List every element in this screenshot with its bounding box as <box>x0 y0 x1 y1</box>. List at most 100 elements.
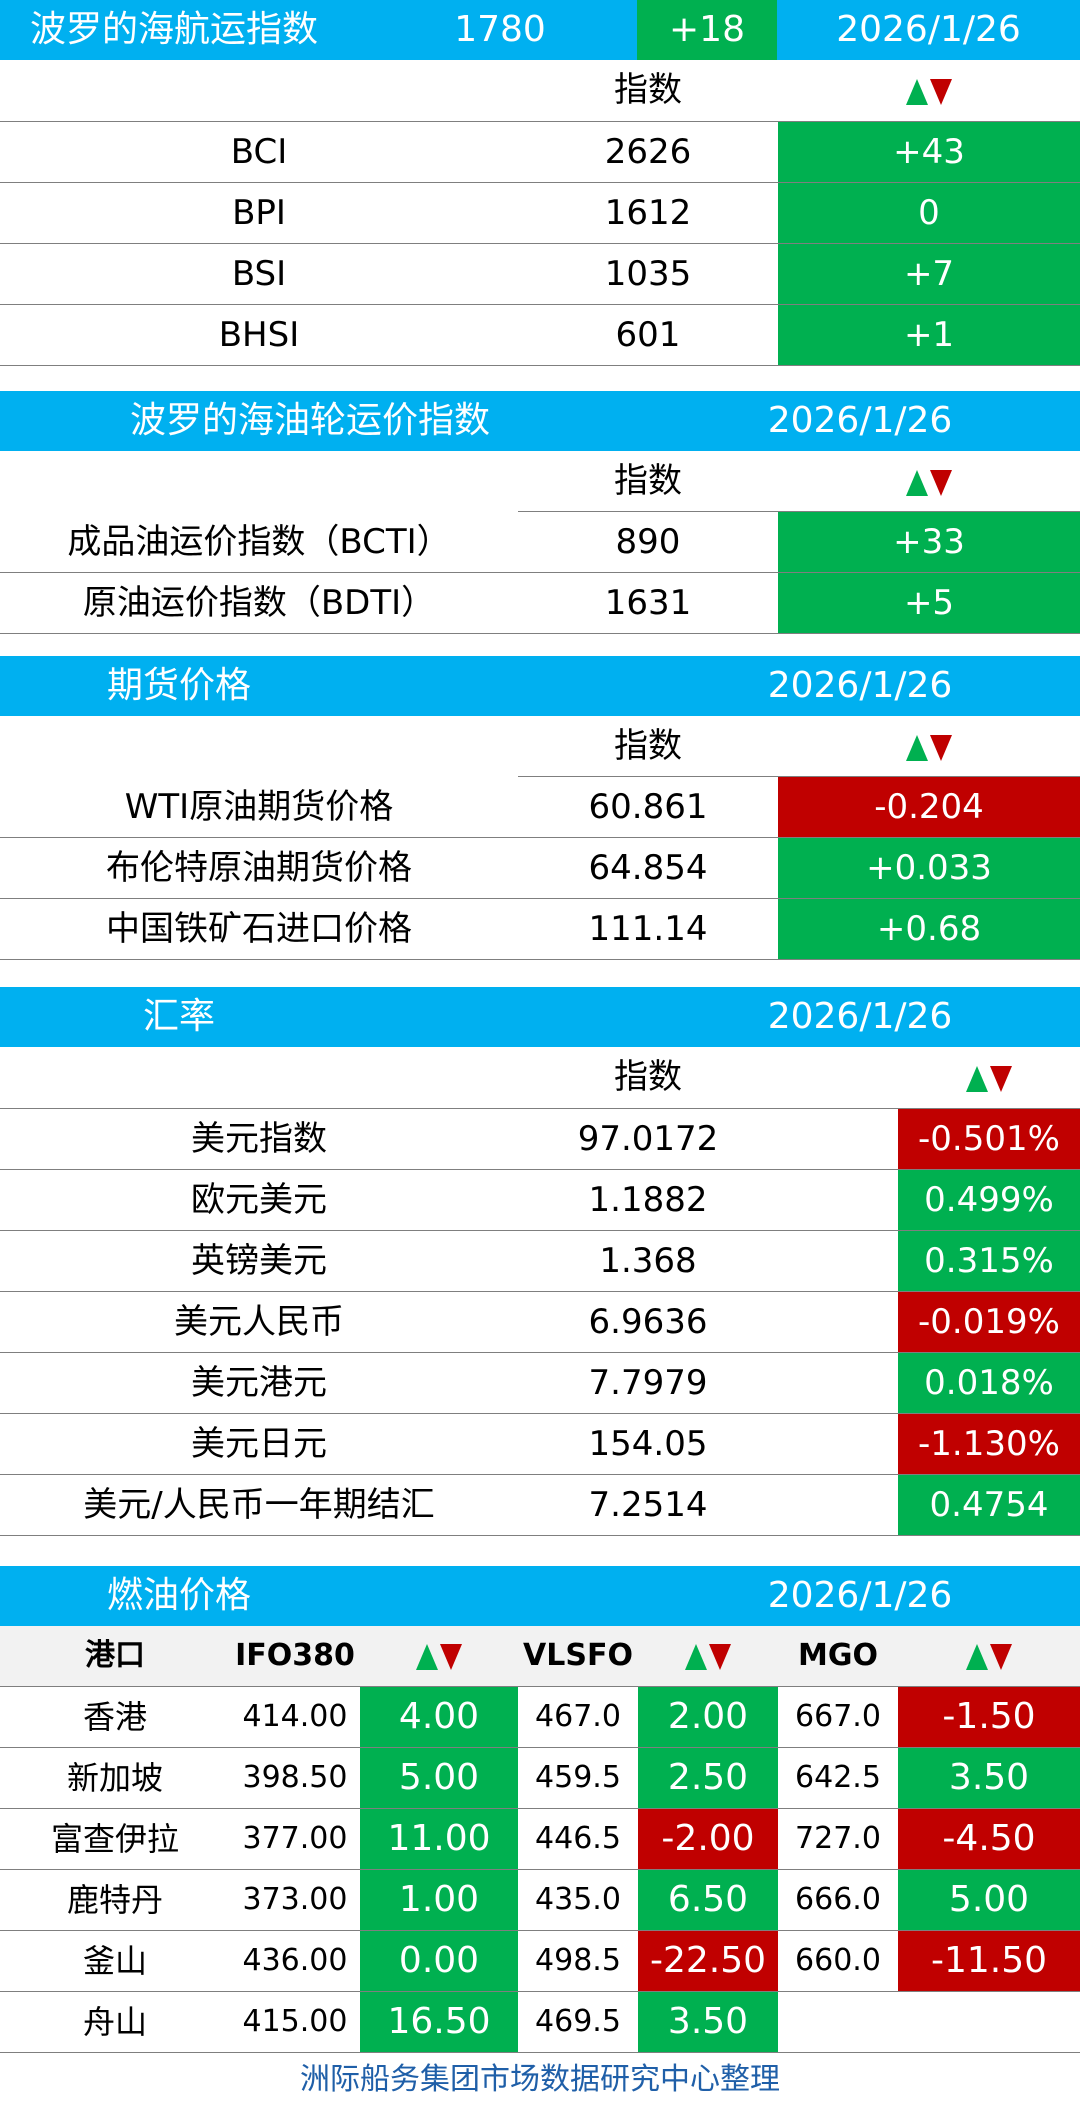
tanker-row: 原油运价指数（BDTI） 1631 +5 <box>0 573 1080 634</box>
tanker-title: 波罗的海油轮运价指数 <box>130 400 491 441</box>
bdi-row-name: BPI <box>232 193 286 233</box>
col-mgo: MGO <box>798 1638 878 1673</box>
up-down-arrows-icon <box>638 1626 778 1686</box>
bdi-row-change: 0 <box>778 183 1080 243</box>
fuel-title: 燃油价格 <box>107 1575 252 1616</box>
fuel-mgo-price: 667.0 <box>795 1699 881 1734</box>
bdi-row: BSI 1035 +7 <box>0 244 1080 305</box>
up-down-arrows-icon <box>778 451 1080 511</box>
tanker-row-change: +5 <box>778 573 1080 633</box>
fuel-mgo-change: 5.00 <box>898 1870 1080 1930</box>
fx-row-value: 7.2514 <box>588 1485 708 1525</box>
fuel-row: 新加坡 398.50 5.00 459.5 2.50 642.5 3.50 <box>0 1748 1080 1809</box>
bdi-row-name: BHSI <box>218 315 300 355</box>
bdi-header: 波罗的海航运指数 1780 +18 2026/1/26 <box>0 0 1080 60</box>
fx-row: 欧元美元 1.1882 0.499% <box>0 1170 1080 1231</box>
fuel-vlsfo-price: 446.5 <box>535 1821 621 1856</box>
futures-col-header: 指数 <box>0 716 1080 777</box>
tanker-row-name: 原油运价指数（BDTI） <box>82 583 436 623</box>
bdi-change: +18 <box>637 0 777 60</box>
col-index-label: 指数 <box>614 461 682 501</box>
fuel-mgo-price: 642.5 <box>795 1760 881 1795</box>
col-vlsfo: VLSFO <box>523 1638 633 1673</box>
bdi-row-change: +43 <box>778 122 1080 182</box>
fuel-ifo-change: 11.00 <box>360 1809 518 1869</box>
fuel-vlsfo-change: -22.50 <box>638 1931 778 1991</box>
futures-row-change: -0.204 <box>778 777 1080 837</box>
fx-row-name: 美元指数 <box>191 1119 327 1159</box>
bdi-row-value: 1035 <box>604 254 692 294</box>
fuel-port: 富查伊拉 <box>50 1820 179 1858</box>
up-down-arrows-icon <box>898 1626 1080 1686</box>
tanker-row-value: 1631 <box>604 583 692 623</box>
fuel-vlsfo-change: 3.50 <box>638 1992 778 2052</box>
fx-row-change: 0.315% <box>898 1231 1080 1291</box>
fuel-ifo-price: 373.00 <box>242 1882 348 1917</box>
tanker-col-header: 指数 <box>0 451 1080 512</box>
fuel-mgo-price: 666.0 <box>795 1882 881 1917</box>
futures-row-value: 64.854 <box>588 848 708 888</box>
fuel-vlsfo-change: 6.50 <box>638 1870 778 1930</box>
bdi-row: BCI 2626 +43 <box>0 122 1080 183</box>
col-ifo380: IFO380 <box>235 1638 355 1673</box>
bdi-title: 波罗的海航运指数 <box>30 9 319 50</box>
fuel-row: 釜山 436.00 0.00 498.5 -22.50 660.0 -11.50 <box>0 1931 1080 1992</box>
tanker-row-change: +33 <box>778 512 1080 572</box>
up-down-arrows-icon <box>778 60 1080 120</box>
fuel-port: 舟山 <box>82 2003 147 2041</box>
fuel-port: 新加坡 <box>66 1759 163 1797</box>
bdi-date: 2026/1/26 <box>836 9 1021 50</box>
fuel-row: 富查伊拉 377.00 11.00 446.5 -2.00 727.0 -4.50 <box>0 1809 1080 1870</box>
fuel-row: 舟山 415.00 16.50 469.5 3.50 <box>0 1992 1080 2053</box>
futures-row-name: 中国铁矿石进口价格 <box>106 909 412 949</box>
tanker-row-value: 890 <box>615 522 681 562</box>
fx-row-name: 美元港元 <box>191 1363 327 1403</box>
fuel-ifo-change: 1.00 <box>360 1870 518 1930</box>
bdi-col-header: 指数 <box>0 60 1080 121</box>
futures-row: WTI原油期货价格 60.861 -0.204 <box>0 777 1080 838</box>
fx-header: 汇率 2026/1/26 <box>0 987 1080 1047</box>
fx-row-change: -1.130% <box>898 1414 1080 1474</box>
tanker-date: 2026/1/26 <box>767 400 953 441</box>
futures-date: 2026/1/26 <box>767 665 953 706</box>
fuel-ifo-change: 4.00 <box>360 1687 518 1747</box>
up-down-arrows-icon <box>898 1047 1080 1107</box>
fuel-ifo-price: 398.50 <box>242 1760 348 1795</box>
tanker-row-name: 成品油运价指数（BCTI） <box>67 522 451 562</box>
fx-title: 汇率 <box>143 996 216 1037</box>
fuel-port: 釜山 <box>82 1942 147 1980</box>
fx-row-value: 1.368 <box>599 1241 697 1281</box>
fuel-ifo-change: 0.00 <box>360 1931 518 1991</box>
bdi-row-value: 601 <box>615 315 681 355</box>
fx-row-value: 1.1882 <box>588 1180 708 1220</box>
bdi-row: BHSI 601 +1 <box>0 305 1080 366</box>
fx-row-change: -0.501% <box>898 1109 1080 1169</box>
fuel-col-header: 港口 IFO380 VLSFO MGO <box>0 1626 1080 1687</box>
fuel-date: 2026/1/26 <box>767 1575 953 1616</box>
fuel-vlsfo-price: 467.0 <box>535 1699 621 1734</box>
fuel-ifo-price: 414.00 <box>242 1699 348 1734</box>
col-index-label: 指数 <box>614 1057 682 1097</box>
fuel-mgo-price: 660.0 <box>795 1943 881 1978</box>
fx-row-value: 154.05 <box>588 1424 708 1464</box>
fuel-ifo-price: 377.00 <box>242 1821 348 1856</box>
fx-row: 美元港元 7.7979 0.018% <box>0 1353 1080 1414</box>
bdi-row-name: BCI <box>230 132 288 172</box>
futures-row: 中国铁矿石进口价格 111.14 +0.68 <box>0 899 1080 960</box>
fuel-mgo-change: -1.50 <box>898 1687 1080 1747</box>
fx-row: 美元日元 154.05 -1.130% <box>0 1414 1080 1475</box>
fx-row-name: 美元人民币 <box>174 1302 344 1342</box>
tanker-header: 波罗的海油轮运价指数 2026/1/26 <box>0 391 1080 451</box>
fx-col-header: 指数 <box>0 1047 1080 1108</box>
fx-row-value: 6.9636 <box>588 1302 708 1342</box>
fuel-ifo-price: 415.00 <box>242 2004 348 2039</box>
fuel-port: 香港 <box>82 1698 147 1736</box>
fx-row-change: 0.4754 <box>898 1475 1080 1535</box>
up-down-arrows-icon <box>360 1626 518 1686</box>
bdi-row: BPI 1612 0 <box>0 183 1080 244</box>
bdi-row-change: +1 <box>778 305 1080 365</box>
fx-row: 英镑美元 1.368 0.315% <box>0 1231 1080 1292</box>
col-port: 港口 <box>85 1638 145 1673</box>
bdi-row-value: 1612 <box>604 193 692 233</box>
